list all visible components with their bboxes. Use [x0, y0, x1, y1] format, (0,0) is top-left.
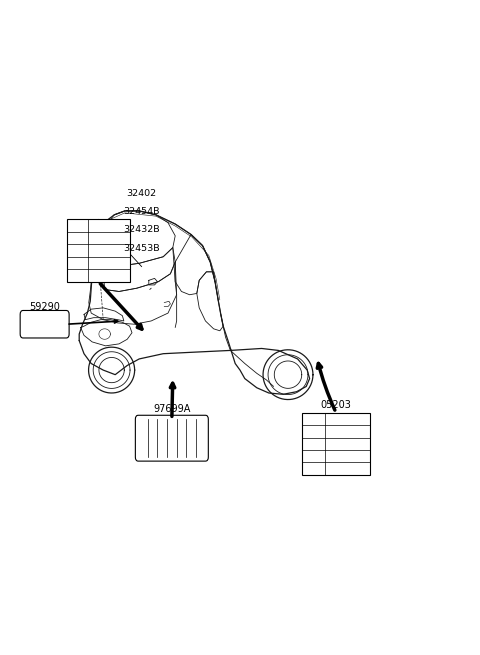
Text: 32453B: 32453B: [123, 244, 160, 253]
Text: 59290: 59290: [29, 301, 60, 312]
Text: 32402: 32402: [127, 189, 156, 198]
Text: 32432B: 32432B: [123, 225, 160, 234]
FancyBboxPatch shape: [135, 415, 208, 461]
Text: 32454B: 32454B: [123, 207, 160, 216]
Text: 05203: 05203: [321, 400, 351, 410]
Bar: [67, 219, 130, 282]
Bar: [302, 413, 370, 475]
Text: 97699A: 97699A: [153, 404, 191, 415]
FancyBboxPatch shape: [20, 310, 69, 338]
